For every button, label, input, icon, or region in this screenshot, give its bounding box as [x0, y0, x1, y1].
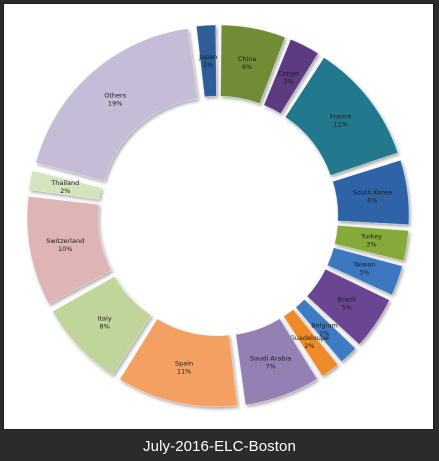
- slice-group-others: Others 19%: [35, 28, 198, 182]
- slice-label-congo: Congo 3%: [278, 69, 299, 85]
- slice-south-korea: [332, 159, 410, 225]
- slice-group-belgium: Belgium 2%: [295, 298, 356, 363]
- slice-label-france: France 11%: [330, 113, 352, 129]
- slice-group-italy: Italy 8%: [52, 276, 152, 376]
- slice-group-taiwan: Taiwan 3%: [326, 247, 403, 296]
- slice-group-south-korea: South Korea 6%: [332, 159, 410, 225]
- slice-spain: [119, 318, 238, 408]
- slice-label-switzerland: Switzerland 10%: [46, 237, 84, 253]
- slice-switzerland: [26, 196, 112, 305]
- slice-label-china: China 6%: [238, 55, 257, 71]
- slice-turkey: [334, 225, 409, 262]
- slice-group-turkey: Turkey 3%: [334, 225, 409, 262]
- slice-taiwan: [326, 247, 403, 296]
- slice-china: [220, 24, 286, 104]
- slice-france: [284, 57, 399, 176]
- slice-label-guadeloupe: Guadeloupe 2%: [290, 334, 329, 350]
- slice-group-switzerland: Switzerland 10%: [26, 196, 112, 305]
- slice-label-japan: Japan 2%: [198, 53, 217, 69]
- slice-belgium: [295, 298, 356, 363]
- slice-label-taiwan: Taiwan 3%: [352, 261, 375, 277]
- caption-bar: July-2016-ELC-Boston: [0, 432, 439, 461]
- slice-label-spain: Spain 11%: [175, 360, 193, 376]
- slice-group-thailand: Thailand 2%: [28, 170, 102, 200]
- slice-group-china: China 6%: [220, 24, 286, 104]
- slice-guadeloupe: [283, 309, 339, 377]
- slice-label-saudi-arabia: Saudi Arabia 7%: [250, 354, 291, 370]
- slice-label-belgium: Belgium 2%: [311, 321, 338, 337]
- slice-group-japan: Japan 2%: [196, 24, 217, 98]
- slice-label-thailand: Thailand 2%: [50, 179, 79, 195]
- donut-chart: Japan 2% China 6% Congo 3% France 11% South Kore…: [26, 24, 410, 408]
- slice-congo: [263, 39, 319, 115]
- chart-panel: Japan 2% China 6% Congo 3% France 11% South Kore…: [3, 3, 434, 430]
- slice-label-south-korea: South Korea 6%: [353, 189, 392, 205]
- figure-caption: July-2016-ELC-Boston: [143, 438, 296, 455]
- slice-label-italy: Italy 8%: [98, 314, 112, 330]
- slice-thailand: [28, 170, 102, 200]
- slice-label-others: Others 19%: [104, 91, 126, 107]
- slice-japan: [196, 24, 217, 98]
- slice-group-spain: Spain 11%: [119, 318, 238, 408]
- slice-group-saudi-arabia: Saudi Arabia 7%: [235, 318, 318, 406]
- slice-brazil: [306, 268, 390, 345]
- slice-group-congo: Congo 3%: [263, 39, 319, 115]
- slice-label-brazil: Brazil 5%: [338, 295, 356, 311]
- slice-group-guadeloupe: Guadeloupe 2%: [283, 309, 339, 377]
- slice-group-france: France 11%: [284, 57, 399, 176]
- slice-label-turkey: Turkey 3%: [360, 232, 382, 248]
- slice-group-brazil: Brazil 5%: [306, 268, 390, 345]
- slice-saudi-arabia: [235, 318, 318, 406]
- slice-italy: [52, 276, 152, 376]
- slice-others: [35, 28, 198, 182]
